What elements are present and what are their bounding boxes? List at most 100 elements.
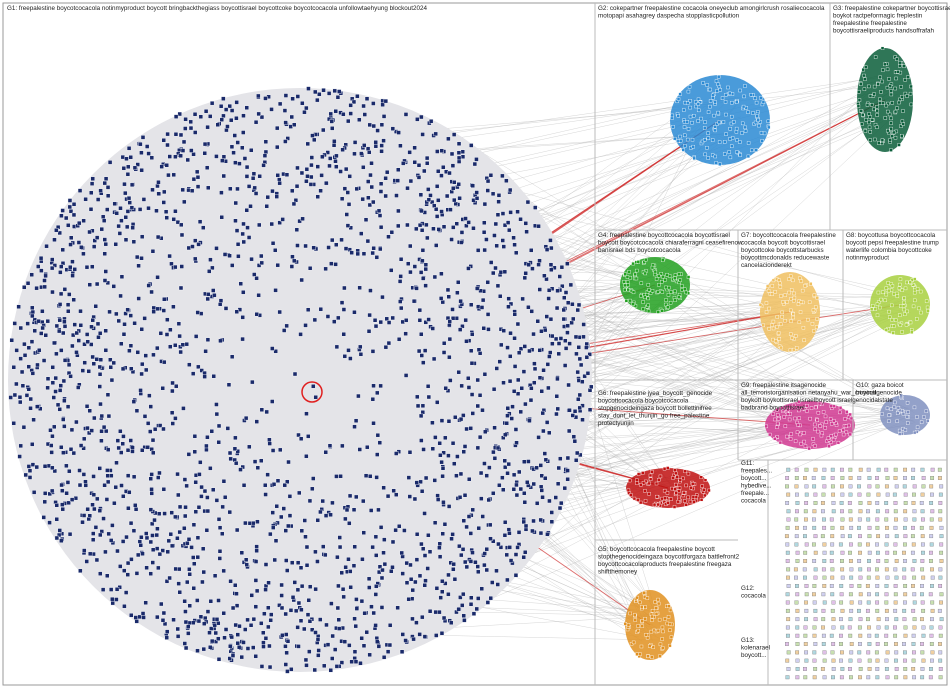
node — [803, 509, 808, 514]
node — [522, 275, 528, 281]
node — [437, 541, 443, 546]
node — [641, 471, 645, 475]
node — [661, 629, 665, 634]
node — [857, 542, 862, 547]
node — [539, 389, 544, 394]
node — [26, 464, 32, 469]
node — [884, 625, 889, 630]
node — [625, 280, 630, 284]
edge — [537, 213, 915, 423]
node — [213, 630, 218, 636]
node — [83, 483, 89, 488]
group-label: G5: boycottcocacola freepalestine boycot… — [598, 546, 715, 553]
node — [565, 468, 570, 473]
node — [847, 423, 851, 428]
node — [460, 324, 465, 329]
node — [911, 476, 915, 480]
node — [273, 288, 278, 293]
node — [822, 484, 827, 489]
node — [423, 266, 428, 272]
node — [425, 384, 431, 389]
node — [274, 194, 279, 199]
node — [166, 172, 171, 178]
node — [866, 517, 871, 522]
node — [484, 237, 489, 242]
node — [539, 329, 544, 334]
node — [938, 625, 943, 630]
node — [806, 317, 810, 322]
node — [145, 421, 151, 426]
node — [459, 230, 465, 235]
node — [220, 504, 225, 510]
node — [884, 600, 889, 605]
node — [903, 78, 907, 82]
node — [795, 642, 800, 646]
node — [396, 208, 401, 214]
node — [118, 564, 123, 569]
node — [785, 300, 789, 304]
node — [495, 445, 501, 451]
node — [746, 110, 750, 114]
node — [897, 286, 902, 290]
node — [89, 181, 95, 186]
node — [480, 514, 485, 519]
node — [171, 617, 176, 623]
node — [902, 567, 907, 572]
node — [468, 559, 474, 564]
node — [858, 675, 862, 680]
node — [103, 176, 109, 181]
node — [929, 534, 934, 539]
node — [207, 269, 212, 274]
node — [289, 264, 295, 269]
node — [97, 384, 102, 389]
node — [665, 621, 670, 626]
node — [875, 302, 880, 306]
node — [874, 650, 879, 655]
node — [766, 119, 771, 124]
node — [794, 476, 799, 480]
group-label: boycottcocacolaproducts freepalestine fr… — [598, 561, 732, 568]
node — [251, 171, 257, 176]
node — [673, 136, 677, 141]
node — [311, 384, 316, 389]
node — [867, 592, 871, 597]
node — [70, 332, 76, 338]
node — [556, 465, 561, 471]
node — [884, 286, 889, 290]
node — [690, 137, 695, 142]
node — [513, 552, 519, 557]
node — [74, 330, 79, 336]
node — [813, 567, 818, 572]
node — [310, 133, 315, 138]
node — [176, 581, 181, 586]
node — [660, 646, 665, 650]
node — [470, 507, 475, 513]
node — [920, 567, 925, 572]
node — [457, 543, 462, 549]
node — [222, 635, 227, 640]
node — [536, 435, 541, 440]
node — [584, 355, 590, 360]
node — [840, 567, 845, 572]
node — [414, 557, 420, 562]
node — [688, 499, 693, 504]
node — [129, 613, 134, 618]
node — [283, 139, 288, 144]
node — [374, 255, 380, 260]
node — [71, 212, 77, 218]
node — [232, 446, 238, 452]
node — [164, 635, 169, 640]
node — [549, 519, 555, 524]
node — [802, 431, 806, 435]
node — [669, 290, 673, 294]
node — [238, 467, 243, 472]
node — [193, 256, 198, 262]
node — [866, 575, 871, 580]
node — [199, 494, 204, 499]
node — [786, 584, 791, 588]
node — [802, 439, 806, 444]
node — [495, 212, 501, 218]
node — [678, 139, 683, 143]
node — [177, 111, 182, 117]
node — [930, 617, 934, 622]
